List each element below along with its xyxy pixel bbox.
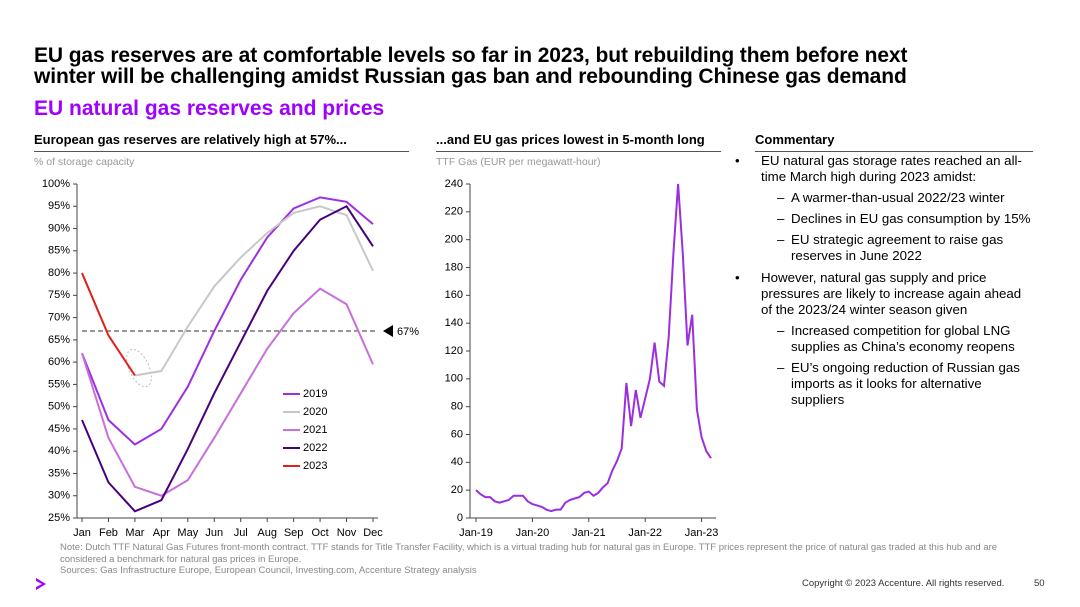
highlight-ellipse <box>126 348 152 388</box>
y-tick-label: 120 <box>445 345 463 357</box>
x-tick-label: Aug <box>257 527 277 539</box>
x-tick-label: Feb <box>99 527 118 539</box>
y-tick-label: 45% <box>48 423 70 435</box>
x-tick-label: Jan <box>73 527 91 539</box>
series-line <box>81 204 374 513</box>
y-tick-label: 65% <box>48 334 70 346</box>
x-tick-label: Jun <box>205 527 223 539</box>
legend-label: 2019 <box>303 388 327 400</box>
legend-label: 2022 <box>303 442 327 454</box>
title-line: winter will be challenging amidst Russia… <box>34 65 907 88</box>
y-tick-label: 100 <box>445 373 463 385</box>
x-tick-label: Nov <box>337 527 357 539</box>
series-line <box>81 196 374 446</box>
sources: Sources: Gas Infrastructure Europe, Euro… <box>60 565 477 576</box>
legend-label: 2020 <box>303 406 327 418</box>
y-tick-label: 85% <box>48 245 70 257</box>
x-tick-label: Apr <box>153 527 170 539</box>
x-tick-label: Jan-22 <box>628 527 662 539</box>
y-tick-label: 220 <box>445 206 463 218</box>
x-tick-label: Jan-21 <box>572 527 606 539</box>
y-tick-label: 40% <box>48 445 70 457</box>
y-tick-label: 35% <box>48 467 70 479</box>
x-tick-label: Oct <box>312 527 329 539</box>
y-tick-label: 240 <box>445 178 463 190</box>
x-tick-label: Jan-20 <box>516 527 550 539</box>
x-tick-label: Jan-23 <box>685 527 719 539</box>
series-line <box>134 205 374 377</box>
reference-marker <box>383 324 393 337</box>
y-tick-label: 0 <box>457 512 463 524</box>
y-tick-label: 200 <box>445 234 463 246</box>
x-tick-label: Jan-19 <box>459 527 493 539</box>
logo <box>36 578 46 590</box>
chart-title: European gas reserves are relatively hig… <box>34 132 409 152</box>
chart-title: ...and EU gas prices lowest in 5-month l… <box>436 132 721 152</box>
y-tick-label: 40 <box>451 456 463 468</box>
sub-bullet: EU strategic agreement to raise gas rese… <box>735 232 1035 264</box>
x-tick-label: May <box>177 527 198 539</box>
legend-label: 2023 <box>303 460 327 472</box>
reference-label: 67% <box>397 326 419 338</box>
y-tick-label: 180 <box>445 261 463 273</box>
y-tick-label: 75% <box>48 289 70 301</box>
page-number: 50 <box>1034 578 1045 589</box>
y-tick-label: 70% <box>48 312 70 324</box>
y-axis-label: % of storage capacity <box>34 156 135 168</box>
y-tick-label: 55% <box>48 378 70 390</box>
y-tick-label: 140 <box>445 317 463 329</box>
y-tick-label: 95% <box>48 200 70 212</box>
x-tick-label: Sep <box>284 527 304 539</box>
y-tick-label: 80 <box>451 401 463 413</box>
y-tick-label: 60% <box>48 356 70 368</box>
copyright: Copyright © 2023 Accenture. All rights r… <box>802 578 1005 589</box>
spacer <box>735 408 1035 414</box>
y-tick-label: 160 <box>445 289 463 301</box>
y-tick-label: 20 <box>451 484 463 496</box>
y-tick-label: 100% <box>42 178 70 190</box>
y-axis-label: TTF Gas (EUR per megawatt-hour) <box>436 156 601 168</box>
y-tick-label: 50% <box>48 401 70 413</box>
sub-bullet: Increased competition for global LNG sup… <box>735 323 1035 355</box>
bullet: However, natural gas supply and price pr… <box>735 270 1035 318</box>
commentary: EU natural gas storage rates reached an … <box>735 153 1035 414</box>
series-line <box>81 287 374 497</box>
sub-bullet: A warmer-than-usual 2022/23 winter <box>735 190 1035 206</box>
subtitle: EU natural gas reserves and prices <box>34 97 385 120</box>
x-tick-label: Dec <box>363 527 383 539</box>
y-tick-label: 60 <box>451 428 463 440</box>
series-line <box>81 272 136 377</box>
note: Note: Dutch TTF Natural Gas Futures fron… <box>60 542 998 565</box>
series-line <box>475 183 712 513</box>
y-tick-label: 30% <box>48 490 70 502</box>
x-tick-label: Mar <box>125 527 144 539</box>
x-tick-label: Jul <box>234 527 248 539</box>
y-tick-label: 25% <box>48 512 70 524</box>
legend-label: 2021 <box>303 424 327 436</box>
sub-bullet: EU’s ongoing reduction of Russian gas im… <box>735 360 1035 408</box>
y-tick-label: 80% <box>48 267 70 279</box>
title: EU gas reserves are at comfortable level… <box>34 44 908 88</box>
commentary-title: Commentary <box>755 132 1033 152</box>
footnote: Note: Dutch TTF Natural Gas Futures fron… <box>60 542 1020 577</box>
y-tick-label: 90% <box>48 222 70 234</box>
sub-bullet: Declines in EU gas consumption by 15% <box>735 211 1035 227</box>
title-line: EU gas reserves are at comfortable level… <box>34 44 908 67</box>
bullet: EU natural gas storage rates reached an … <box>735 153 1035 185</box>
